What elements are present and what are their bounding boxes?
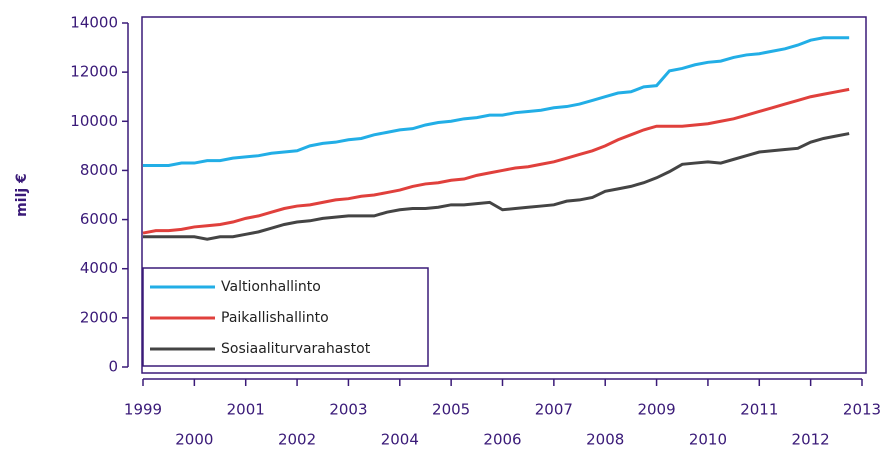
- x-tick-label: 2000: [175, 431, 213, 449]
- series-line: [142, 87, 850, 235]
- y-tick-label: 0: [108, 358, 118, 376]
- x-tick-label: 2003: [329, 401, 367, 419]
- y-tick-label: 10000: [70, 112, 118, 130]
- x-tick-label: 1999: [124, 401, 162, 419]
- y-tick-label: 6000: [80, 210, 118, 228]
- x-tick-label: 2004: [381, 431, 419, 449]
- x-tick-label: 2008: [586, 431, 624, 449]
- x-tick-label: 2013: [843, 401, 881, 419]
- series-line: [143, 36, 850, 168]
- plot-frame: [141, 16, 867, 374]
- y-tick-label: 14000: [70, 14, 118, 32]
- y-tick-label: 8000: [80, 161, 118, 179]
- x-tick-label: 2007: [535, 401, 573, 419]
- y-tick-label: 12000: [70, 63, 118, 81]
- legend-label: Sosiaaliturvarahastot: [221, 341, 371, 357]
- x-tick-label: 2006: [483, 431, 521, 449]
- y-tick-label: 2000: [80, 308, 118, 326]
- x-tick-label: 2012: [792, 431, 830, 449]
- x-tick-label: 2011: [740, 401, 778, 419]
- y-axis-label: milj €: [14, 173, 30, 217]
- y-tick-label: 4000: [80, 259, 118, 277]
- x-tick-label: 2009: [637, 401, 675, 419]
- series-line: [143, 132, 850, 241]
- legend-label: Paikallishallinto: [221, 310, 329, 326]
- x-tick-label: 2001: [227, 401, 265, 419]
- x-tick-label: 2010: [689, 431, 727, 449]
- legend-label: Valtionhallinto: [221, 279, 321, 295]
- x-tick-label: 2002: [278, 431, 316, 449]
- x-tick-label: 2005: [432, 401, 470, 419]
